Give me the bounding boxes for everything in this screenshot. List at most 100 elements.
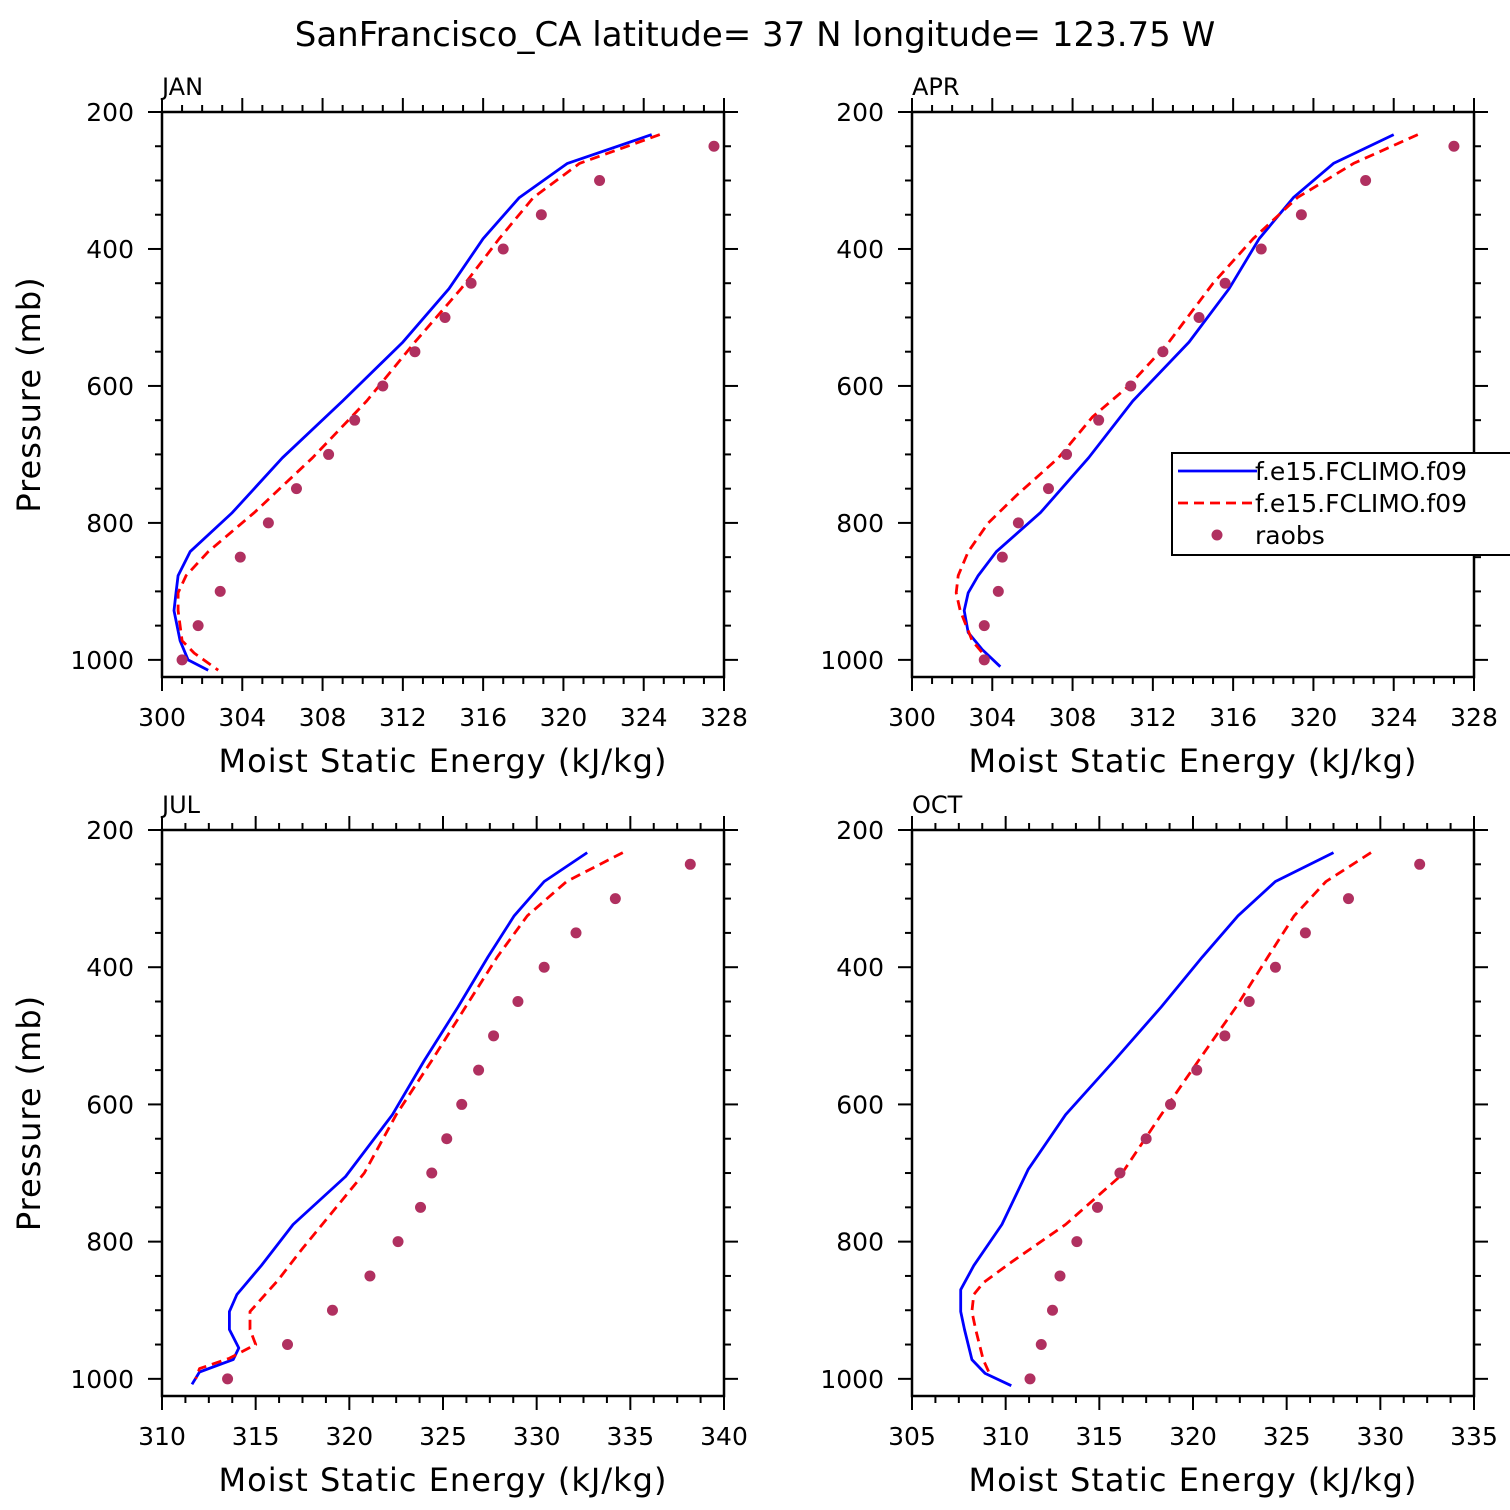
x-tick-label: 315 bbox=[232, 1422, 280, 1451]
raobs-point bbox=[1071, 1236, 1083, 1248]
raobs-point bbox=[349, 414, 361, 426]
legend-swatch-dot bbox=[1211, 529, 1223, 541]
raobs-point bbox=[1342, 893, 1354, 905]
legend-label: f.e15.FCLIMO.f09 bbox=[1255, 489, 1467, 518]
raobs-point bbox=[1191, 1064, 1203, 1076]
x-tick-label: 330 bbox=[1356, 1422, 1404, 1451]
y-tick-label: 200 bbox=[836, 816, 884, 845]
panel-apr: 300 304 308 312 316 320 324 328 200 400 600 800 1000… bbox=[820, 73, 1510, 780]
raobs-point bbox=[488, 1030, 500, 1042]
x-tick-label: 325 bbox=[1263, 1422, 1311, 1451]
x-axis-label: Moist Static Energy (kJ/kg) bbox=[969, 1461, 1418, 1499]
x-tick-label: 335 bbox=[1450, 1422, 1498, 1451]
y-tick-label: 1000 bbox=[70, 646, 134, 675]
raobs-point bbox=[1193, 311, 1205, 323]
x-tick-label: 335 bbox=[606, 1422, 654, 1451]
raobs-point bbox=[234, 551, 246, 563]
figure-title: SanFrancisco_CA latitude= 37 N longitude… bbox=[295, 15, 1216, 55]
raobs-point bbox=[512, 996, 524, 1008]
panel-label: JUL bbox=[160, 791, 201, 819]
raobs-point bbox=[1012, 517, 1024, 529]
raobs-point bbox=[473, 1064, 485, 1076]
x-tick-label: 340 bbox=[700, 1422, 748, 1451]
y-axis-label: Pressure (mb) bbox=[10, 995, 48, 1231]
plot-frame bbox=[160, 828, 726, 1398]
x-tick-label: 315 bbox=[1075, 1422, 1123, 1451]
legend-label: raobs bbox=[1255, 521, 1325, 550]
raobs-point bbox=[609, 893, 621, 905]
x-tick-label: 328 bbox=[700, 703, 748, 732]
raobs-point bbox=[1140, 1133, 1152, 1145]
y-tick-label: 400 bbox=[86, 953, 134, 982]
series-line-dashed bbox=[176, 133, 661, 672]
raobs-point bbox=[497, 243, 509, 255]
raobs-point bbox=[1047, 1304, 1058, 1316]
y-tick-label: 400 bbox=[836, 953, 884, 982]
raobs-point bbox=[978, 620, 990, 632]
series-line-dashed bbox=[970, 851, 1372, 1373]
raobs-point bbox=[415, 1201, 427, 1213]
raobs-point bbox=[708, 140, 720, 152]
raobs-point bbox=[1035, 1339, 1047, 1351]
x-tick-label: 308 bbox=[299, 703, 347, 732]
raobs-point bbox=[326, 1304, 338, 1316]
y-tick-label: 1000 bbox=[820, 1365, 884, 1394]
raobs-point bbox=[222, 1373, 234, 1385]
raobs-point bbox=[1219, 1030, 1231, 1042]
legend: f.e15.FCLIMO.f09 f.e15.FCLIMO.f09 raobs bbox=[1171, 452, 1510, 556]
x-axis-label: Moist Static Energy (kJ/kg) bbox=[969, 742, 1418, 780]
panel-label: APR bbox=[912, 73, 960, 101]
y-tick-label: 1000 bbox=[820, 646, 884, 675]
x-tick-label: 310 bbox=[138, 1422, 186, 1451]
raobs-point bbox=[426, 1167, 438, 1179]
y-tick-label: 800 bbox=[836, 509, 884, 538]
raobs-point bbox=[684, 858, 696, 870]
raobs-point bbox=[323, 448, 335, 460]
raobs-point bbox=[1061, 448, 1073, 460]
raobs-point bbox=[214, 585, 226, 597]
raobs-point bbox=[1299, 927, 1311, 939]
raobs-point bbox=[1414, 858, 1426, 870]
x-axis-label: Moist Static Energy (kJ/kg) bbox=[219, 1461, 668, 1499]
x-tick-label: 324 bbox=[1370, 703, 1418, 732]
raobs-point bbox=[1219, 277, 1231, 289]
y-tick-label: 200 bbox=[836, 98, 884, 127]
series-line-solid bbox=[959, 851, 1335, 1387]
panel-label: JAN bbox=[160, 73, 203, 101]
x-tick-label: 320 bbox=[1290, 703, 1338, 732]
series-line-solid bbox=[190, 851, 588, 1386]
raobs-point bbox=[392, 1236, 404, 1248]
raobs-point bbox=[992, 585, 1004, 597]
x-tick-label: 325 bbox=[419, 1422, 467, 1451]
x-tick-label: 312 bbox=[379, 703, 427, 732]
x-tick-label: 316 bbox=[1209, 703, 1257, 732]
y-tick-label: 200 bbox=[86, 98, 134, 127]
series-line-dashed bbox=[194, 851, 624, 1380]
x-tick-label: 320 bbox=[1169, 1422, 1217, 1451]
raobs-point bbox=[1295, 209, 1307, 221]
y-tick-label: 600 bbox=[836, 372, 884, 401]
series-line-dashed bbox=[954, 133, 1419, 661]
panel-label: OCT bbox=[912, 791, 963, 819]
x-tick-label: 300 bbox=[888, 703, 936, 732]
raobs-point bbox=[1448, 140, 1460, 152]
raobs-point bbox=[439, 311, 451, 323]
panel-jan: 300 304 308 312 316 320 324 328 200 400 600 800 1000… bbox=[10, 73, 748, 780]
y-tick-label: 800 bbox=[86, 509, 134, 538]
raobs-point bbox=[1091, 1201, 1103, 1213]
plot-frame bbox=[160, 110, 726, 679]
y-tick-label: 400 bbox=[836, 235, 884, 264]
series-line-solid bbox=[172, 133, 653, 672]
raobs-point bbox=[1255, 243, 1267, 255]
y-tick-label: 1000 bbox=[70, 1365, 134, 1394]
raobs-point bbox=[1157, 346, 1169, 358]
y-tick-label: 600 bbox=[86, 372, 134, 401]
y-tick-label: 600 bbox=[836, 1090, 884, 1119]
raobs-point bbox=[192, 620, 204, 632]
raobs-point bbox=[1165, 1098, 1177, 1110]
raobs-point bbox=[1093, 414, 1105, 426]
raobs-point bbox=[570, 927, 582, 939]
raobs-point bbox=[262, 517, 274, 529]
x-tick-label: 320 bbox=[540, 703, 588, 732]
